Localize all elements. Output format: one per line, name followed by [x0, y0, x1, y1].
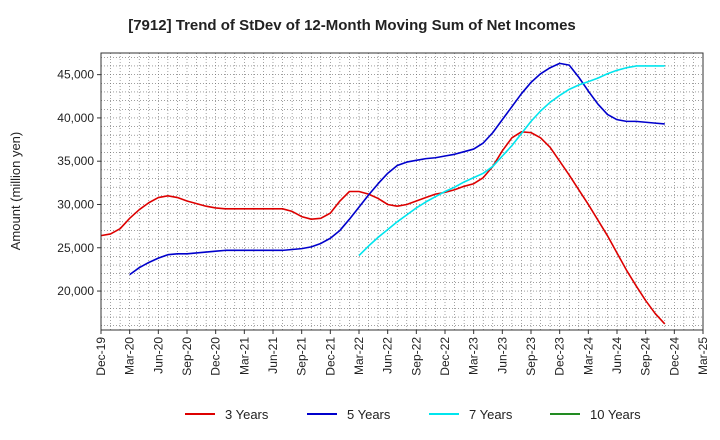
x-tick-label: Dec-21: [323, 337, 337, 376]
x-tick-label: Jun-23: [495, 337, 509, 374]
y-tick-label: 20,000: [57, 284, 94, 298]
x-tick-label: Mar-22: [352, 337, 366, 375]
x-tick-label: Jun-20: [151, 337, 165, 374]
plot-area-frame: [100, 52, 704, 331]
y-axis-ticks: 20,000 25,000 30,000 35,000 40,000 45,000: [57, 68, 101, 298]
x-tick-label: Dec-20: [209, 337, 223, 376]
legend-label-5-years: 5 Years: [347, 407, 391, 422]
x-tick-label: Dec-23: [553, 337, 567, 376]
y-tick-label: 25,000: [57, 241, 94, 255]
x-tick-label: Jun-22: [381, 337, 395, 374]
x-tick-label: Dec-22: [438, 337, 452, 376]
x-tick-label: Sep-20: [180, 337, 194, 376]
x-tick-label: Sep-21: [295, 337, 309, 376]
y-tick-label: 30,000: [57, 197, 94, 211]
x-tick-label: Dec-19: [94, 337, 108, 376]
x-tick-label: Mar-25: [696, 337, 710, 375]
series-lines: [100, 62, 666, 325]
legend: 3 Years 5 Years 7 Years 10 Years: [185, 407, 641, 422]
y-tick-label: 35,000: [57, 154, 94, 168]
series-line-5-years: [129, 62, 665, 276]
y-tick-label: 40,000: [57, 111, 94, 125]
y-axis-label: Amount (million yen): [8, 132, 23, 251]
x-tick-label: Mar-24: [581, 337, 595, 375]
grid: [101, 53, 703, 330]
x-tick-label: Mar-20: [123, 337, 137, 375]
legend-label-3-years: 3 Years: [225, 407, 269, 422]
series-line-7-years: [358, 65, 665, 257]
x-tick-label: Jun-24: [610, 337, 624, 374]
x-tick-label: Sep-24: [639, 337, 653, 376]
x-tick-label: Dec-24: [667, 337, 681, 376]
chart-title: [7912] Trend of StDev of 12-Month Moving…: [128, 17, 576, 34]
x-tick-label: Sep-23: [524, 337, 538, 376]
x-axis-ticks: Dec-19 Mar-20 Jun-20 Sep-20 Dec-20 Mar-21 Jun-…: [94, 330, 710, 376]
x-tick-label: Mar-23: [467, 337, 481, 375]
series-line-3-years: [100, 130, 666, 325]
x-tick-label: Jun-21: [266, 337, 280, 374]
y-tick-label: 45,000: [57, 68, 94, 82]
legend-label-10-years: 10 Years: [590, 407, 641, 422]
x-tick-label: Sep-22: [409, 337, 423, 376]
legend-label-7-years: 7 Years: [469, 407, 513, 422]
x-tick-label: Mar-21: [237, 337, 251, 375]
